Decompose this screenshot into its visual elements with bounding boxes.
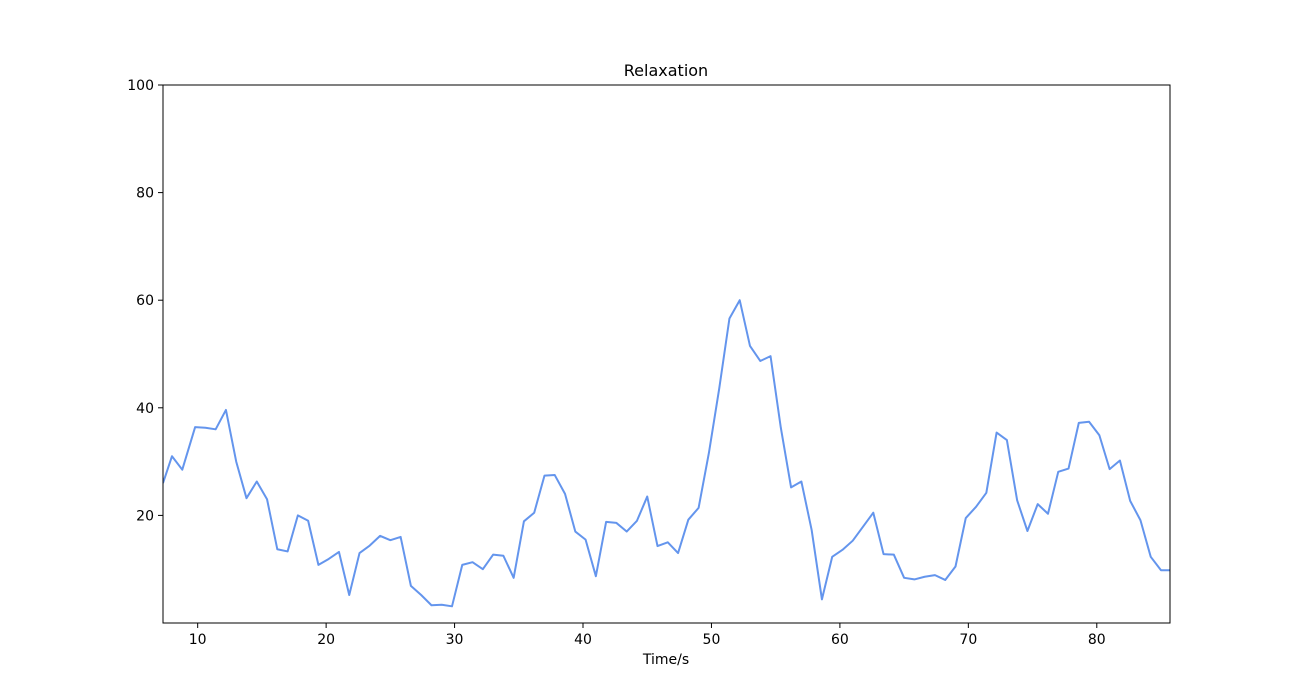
series-line-0 bbox=[163, 299, 1170, 608]
y-tick-label: 20 bbox=[136, 508, 154, 524]
x-tick-label: 50 bbox=[703, 632, 721, 648]
x-tick-label: 10 bbox=[189, 632, 207, 648]
y-tick-label: 80 bbox=[136, 186, 154, 202]
y-tick-label: 60 bbox=[136, 293, 154, 309]
y-tick-label: 100 bbox=[127, 78, 154, 94]
x-tick-label: 70 bbox=[959, 632, 977, 648]
y-tick-label: 40 bbox=[136, 401, 154, 417]
x-tick-label: 80 bbox=[1088, 632, 1106, 648]
chart-title: Relaxation bbox=[624, 61, 708, 80]
axes-frame bbox=[162, 84, 1171, 624]
plot-area: 10 20 30 40 50 60 70 80 20 40 60 80 100 bbox=[127, 78, 1171, 648]
x-tick-label: 40 bbox=[574, 632, 592, 648]
x-axis-label: Time/s bbox=[642, 652, 689, 668]
x-tick-label: 30 bbox=[446, 632, 464, 648]
x-tick-label: 20 bbox=[317, 632, 335, 648]
x-tick-label: 60 bbox=[831, 632, 849, 648]
